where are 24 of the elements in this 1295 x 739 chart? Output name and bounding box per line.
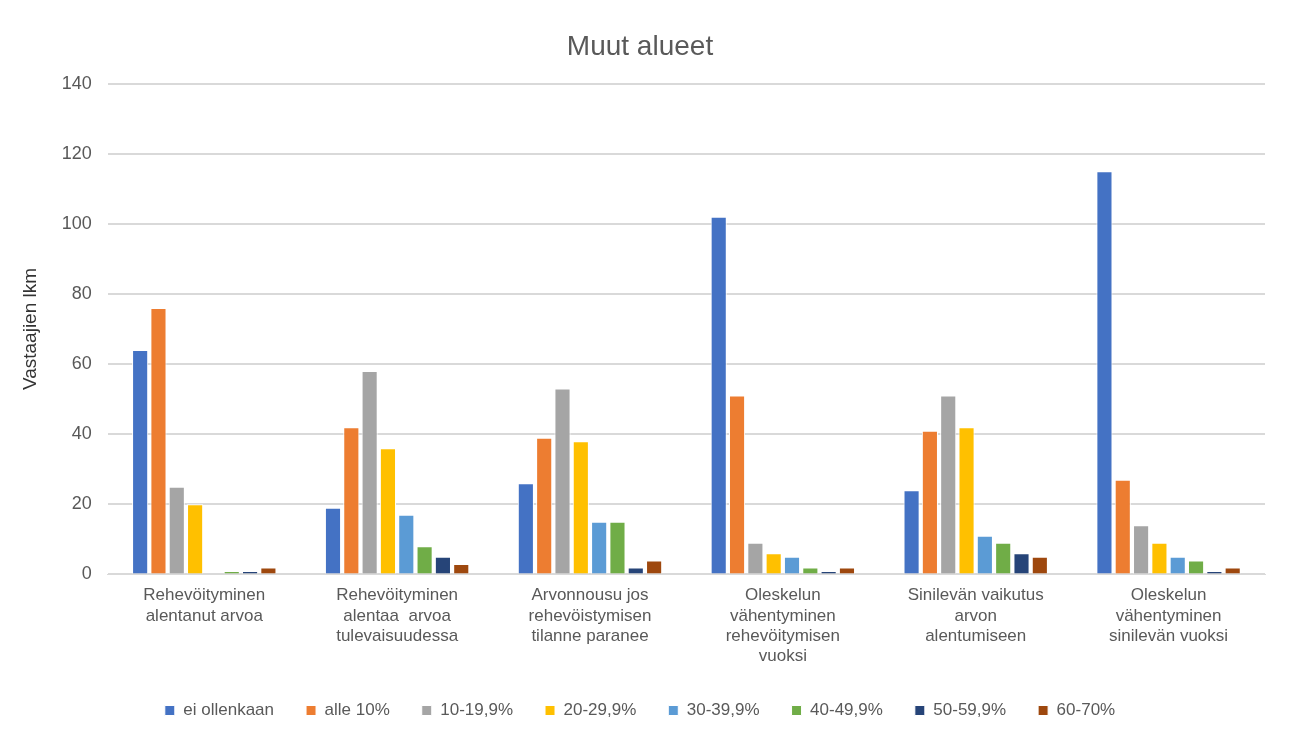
y-tick-label: 140 <box>61 72 92 93</box>
y-tick-label: 120 <box>61 142 92 163</box>
y-tick-label: 100 <box>61 212 92 233</box>
legend-label: 20-29,9% <box>563 700 637 720</box>
x-tick-label: Arvonnousu jos rehevöistymisen tilanne paranee <box>528 585 652 646</box>
y-axis-title: Vastaajien lkm <box>18 267 40 391</box>
legend-label: 30-39,9% <box>686 700 760 720</box>
legend-label: alle 10% <box>324 700 390 720</box>
y-tick-label: 20 <box>71 493 92 514</box>
legend-label: ei ollenkaan <box>183 700 275 720</box>
legend-label: 10-19,9% <box>440 700 514 720</box>
x-tick-label: Oleskelun vähentyminen sinilevän vuoksi <box>1109 585 1229 646</box>
x-tick-label: Sinilevän vaikutus arvon alentumiseen <box>907 585 1044 646</box>
y-tick-label: 40 <box>71 423 92 444</box>
chart-title: Muut alueet <box>566 29 714 61</box>
x-tick-label: Oleskelun vähentyminen rehevöitymisen vuoksi <box>725 585 841 666</box>
y-tick-label: 80 <box>71 282 92 303</box>
x-tick-label: Rehevöityminen alentanut arvoa <box>143 585 266 625</box>
y-tick-label: 60 <box>71 353 92 374</box>
x-tick-label: Rehevöityminen alentaa arvoa tulevaisuudessa <box>336 585 459 646</box>
legend-label: 50-59,9% <box>933 700 1007 720</box>
y-tick-label: 0 <box>81 563 92 584</box>
legend-label: 60-70% <box>1056 700 1116 720</box>
legend-label: 40-49,9% <box>810 700 883 720</box>
